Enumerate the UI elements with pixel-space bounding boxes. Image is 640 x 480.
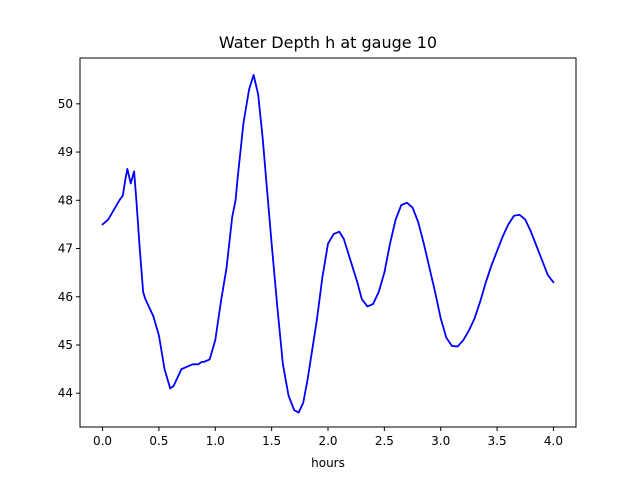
y-tick-label: 47 <box>58 242 73 256</box>
y-tick-label: 46 <box>58 290 73 304</box>
series-layer <box>101 73 555 414</box>
x-tick-label: 3.5 <box>488 434 507 448</box>
y-tick-label: 48 <box>58 193 73 207</box>
x-tick-label: 1.0 <box>206 434 225 448</box>
x-axis: 0.0 0.5 1.0 1.5 2.0 2.5 3.0 3.5 4.0 <box>93 427 563 448</box>
chart-title: Water Depth h at gauge 10 <box>219 33 437 52</box>
y-tick-label: 44 <box>58 386 73 400</box>
y-axis: 44 45 46 47 48 49 50 <box>58 97 80 400</box>
x-tick-label: 0.5 <box>149 434 168 448</box>
y-tick-label: 49 <box>58 145 73 159</box>
x-tick-label: 1.5 <box>262 434 281 448</box>
x-tick-label: 3.0 <box>431 434 450 448</box>
x-axis-label: hours <box>311 456 345 470</box>
x-tick-label: 4.0 <box>544 434 563 448</box>
y-tick-label: 45 <box>58 338 73 352</box>
x-tick-label: 0.0 <box>93 434 112 448</box>
series-line-0 <box>101 73 555 414</box>
plot-area: 0.0 0.5 1.0 1.5 2.0 2.5 3.0 3.5 4.0 44 45 46 47 48 49… <box>58 57 577 448</box>
y-tick-label: 50 <box>58 97 73 111</box>
x-tick-label: 2.0 <box>318 434 337 448</box>
x-tick-label: 2.5 <box>375 434 394 448</box>
